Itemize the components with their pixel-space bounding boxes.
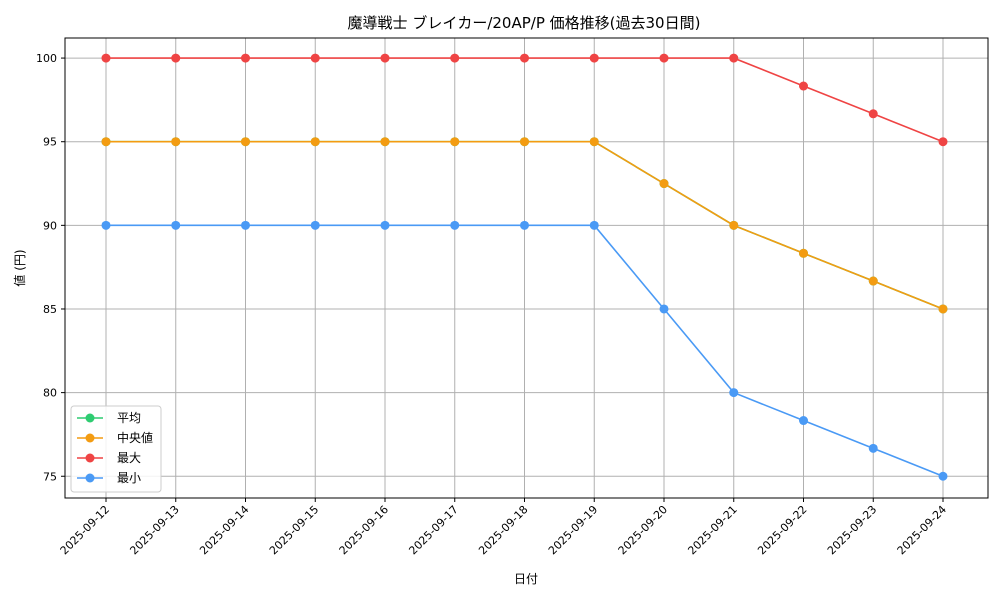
legend-marker xyxy=(85,473,95,483)
series-point-3 xyxy=(799,416,808,426)
x-tick-label: 2025-09-15 xyxy=(267,503,321,557)
x-tick-label: 2025-09-12 xyxy=(58,503,112,557)
series-point-1 xyxy=(659,179,669,189)
series-point-1 xyxy=(729,220,739,230)
legend-label: 中央値 xyxy=(117,430,153,445)
series-point-1 xyxy=(101,137,111,147)
x-tick-label: 2025-09-20 xyxy=(616,503,670,557)
y-tick-label: 100 xyxy=(36,52,57,65)
x-tick-label: 2025-09-24 xyxy=(895,503,949,557)
series-point-3 xyxy=(310,220,320,230)
series-layer xyxy=(101,53,948,481)
series-point-2 xyxy=(868,109,878,119)
legend-marker xyxy=(85,433,95,443)
series-point-2 xyxy=(241,53,250,63)
series-point-3 xyxy=(938,471,948,481)
series-point-3 xyxy=(868,443,878,453)
legend-box xyxy=(70,405,162,493)
series-point-1 xyxy=(868,276,878,286)
series-point-2 xyxy=(659,53,669,63)
chart-title: 魔導戦士 ブレイカー/20AP/P 価格推移(過去30日間) xyxy=(348,14,701,32)
series-point-2 xyxy=(101,53,111,63)
plot-frame xyxy=(64,37,989,499)
series-point-1 xyxy=(799,248,808,258)
x-tick-label: 2025-09-14 xyxy=(197,503,251,557)
series-point-1 xyxy=(310,137,320,147)
series-point-2 xyxy=(799,81,808,91)
x-tick-label: 2025-09-18 xyxy=(476,503,530,557)
series-point-3 xyxy=(171,220,181,230)
legend-label: 最大 xyxy=(117,451,141,465)
legend-marker xyxy=(85,413,95,423)
series-point-3 xyxy=(241,220,250,230)
series-point-3 xyxy=(589,220,599,230)
x-tick-label: 2025-09-23 xyxy=(825,503,879,557)
y-tick-label: 85 xyxy=(43,303,57,316)
x-tick-label: 2025-09-19 xyxy=(546,503,600,557)
series-point-2 xyxy=(938,137,948,147)
y-axis-label: 値 (円) xyxy=(12,249,27,286)
series-point-2 xyxy=(380,53,390,63)
x-tick-label: 2025-09-17 xyxy=(406,503,460,557)
series-point-1 xyxy=(938,304,948,314)
series-point-3 xyxy=(729,388,739,398)
x-tick-label: 2025-09-13 xyxy=(127,503,181,557)
series-point-1 xyxy=(520,137,529,147)
x-axis-label: 日付 xyxy=(514,572,538,586)
y-tick-label: 90 xyxy=(43,219,57,232)
series-point-2 xyxy=(450,53,460,63)
series-point-1 xyxy=(171,137,181,147)
series-point-3 xyxy=(450,220,460,230)
y-tick-label: 75 xyxy=(43,470,57,483)
legend-label: 平均 xyxy=(117,411,141,425)
tick-layer: 2025-09-12 2025-09-13 2025-09-14 2025-09-15… xyxy=(36,52,949,557)
series-point-2 xyxy=(171,53,181,63)
legend-label: 最小 xyxy=(117,471,141,485)
x-tick-label: 2025-09-21 xyxy=(685,503,739,557)
series-point-1 xyxy=(241,137,250,147)
y-tick-label: 80 xyxy=(43,387,57,400)
series-point-2 xyxy=(310,53,320,63)
grid-layer xyxy=(65,38,988,498)
series-point-1 xyxy=(380,137,390,147)
series-point-2 xyxy=(589,53,599,63)
y-tick-label: 95 xyxy=(43,136,57,149)
legend-marker xyxy=(85,453,95,463)
series-point-1 xyxy=(589,137,599,147)
series-point-3 xyxy=(101,220,111,230)
x-tick-label: 2025-09-22 xyxy=(755,503,809,557)
series-point-3 xyxy=(380,220,390,230)
series-point-2 xyxy=(729,53,739,63)
x-tick-label: 2025-09-16 xyxy=(337,503,391,557)
series-point-2 xyxy=(520,53,529,63)
series-point-1 xyxy=(450,137,460,147)
series-point-3 xyxy=(659,304,669,314)
series-point-3 xyxy=(520,220,529,230)
